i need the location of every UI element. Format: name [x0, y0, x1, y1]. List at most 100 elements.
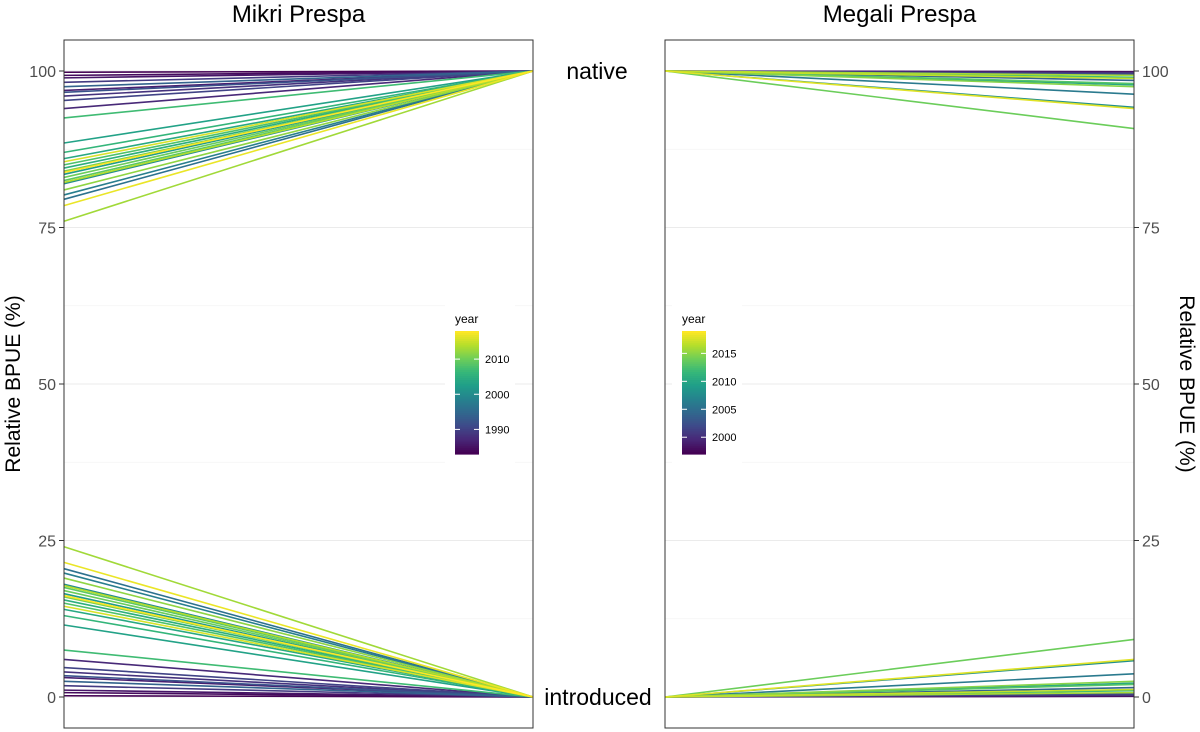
- left-introduced-line-2013: [63, 545, 534, 698]
- right-y-tick-label-0: 0: [1142, 690, 1151, 707]
- right-colorbar-segment: [682, 382, 706, 385]
- left-native-line-2007: [63, 70, 534, 119]
- right-colorbar-segment: [682, 343, 706, 346]
- left-colorbar-segment: [455, 400, 479, 404]
- left-introduced-line-1992: [63, 674, 534, 698]
- right-colorbar-segment: [682, 331, 706, 334]
- right-legend: year 2015 2010 2005 2000: [672, 305, 742, 464]
- left-colorbar-segment: [455, 357, 479, 361]
- right-colorbar-segment: [682, 443, 706, 447]
- right-colorbar-segment: [682, 365, 706, 369]
- left-native-line-1992: [63, 70, 534, 94]
- right-introduced-line-2015: [664, 680, 1135, 698]
- right-colorbar-segment: [682, 402, 706, 406]
- left-colorbar-segment: [455, 384, 479, 387]
- right-colorbar-segment: [682, 406, 706, 410]
- right-colorbar-segment: [682, 433, 706, 437]
- right-colorbar-segment: [682, 451, 706, 455]
- right-colorbar-segment: [682, 449, 706, 453]
- right-colorbar-segment: [682, 425, 706, 428]
- left-introduced-line-1990: [63, 666, 534, 698]
- left-introduced-line-1994: [63, 680, 534, 698]
- left-colorbar-segment: [455, 372, 479, 375]
- left-legend: year 2010 2000 1990: [445, 305, 515, 464]
- right-legend-tick-label-2015: 2015: [712, 348, 736, 360]
- left-legend-tick-label-1990: 1990: [485, 424, 509, 436]
- left-native-line-2017: [63, 70, 534, 207]
- left-colorbar-segment: [455, 408, 479, 412]
- right-colorbar-segment: [682, 398, 706, 402]
- right-legend-tick-label-2010: 2010: [712, 376, 736, 388]
- left-colorbar-segment: [455, 367, 479, 371]
- right-introduced-line-2018: [664, 658, 1135, 698]
- right-colorbar-segment: [682, 396, 706, 400]
- right-introduced-line-2017: [664, 688, 1135, 698]
- right-colorbar-segment: [682, 394, 706, 398]
- right-colorbar-segment: [682, 355, 706, 359]
- right-colorbar-segment: [682, 447, 706, 451]
- left-colorbar-segment: [455, 435, 479, 439]
- right-colorbar-segment: [682, 435, 706, 439]
- right-colorbar-segment: [682, 439, 706, 443]
- left-colorbar-segment: [455, 429, 479, 433]
- left-series-lines: [63, 70, 534, 698]
- left-y-tick-label-75: 75: [38, 221, 56, 238]
- right-introduced-line-2014: [664, 638, 1135, 698]
- left-colorbar-segment: [455, 423, 479, 426]
- right-colorbar-segment: [682, 441, 706, 445]
- right-colorbar-segment: [682, 349, 706, 353]
- left-colorbar-segment: [455, 374, 479, 377]
- right-panel-megali-prespa: Megali Prespa 0 25 50 75 100 Relative BPUE (…: [664, 1, 1198, 729]
- left-introduced-line-2003: [63, 624, 534, 698]
- right-colorbar-segment: [682, 341, 706, 344]
- left-colorbar-segment: [455, 369, 479, 373]
- right-legend-tick-label-2005: 2005: [712, 404, 736, 416]
- right-colorbar-segment: [682, 384, 706, 387]
- right-colorbar-segment: [682, 419, 706, 422]
- right-colorbar-segment: [682, 417, 706, 420]
- left-native-line-2012: [63, 70, 534, 191]
- left-introduced-line-2016: [63, 605, 534, 698]
- left-colorbar-segment: [455, 390, 479, 394]
- right-colorbar-segment: [682, 351, 706, 355]
- right-colorbar-segment: [682, 363, 706, 367]
- left-y-tick-label-25: 25: [38, 534, 56, 551]
- left-colorbar-segment: [455, 410, 479, 414]
- left-colorbar-segment: [455, 341, 479, 344]
- right-colorbar-segment: [682, 374, 706, 377]
- left-native-line-1998: [63, 70, 534, 196]
- right-colorbar-segment: [682, 413, 706, 416]
- right-introduced-line-2006: [664, 673, 1135, 698]
- right-colorbar-segment: [682, 445, 706, 449]
- left-introduced-line-2018: [63, 594, 534, 698]
- left-native-line-2003: [63, 70, 534, 144]
- right-colorbar-segment: [682, 408, 706, 412]
- right-colorbar-segment: [682, 357, 706, 361]
- right-y-tick-label-50: 50: [1142, 377, 1160, 394]
- left-colorbar-segment: [455, 433, 479, 437]
- right-y-axis-label: Relative BPUE (%): [1175, 295, 1198, 472]
- right-colorbar-segment: [682, 353, 706, 357]
- left-colorbar-segment: [455, 382, 479, 385]
- left-colorbar-segment: [455, 388, 479, 392]
- right-colorbar-segment: [682, 372, 706, 375]
- left-colorbar-segment: [455, 449, 479, 453]
- left-y-tick-label-50: 50: [38, 377, 56, 394]
- left-colorbar-segment: [455, 441, 479, 445]
- category-label-introduced: introduced: [544, 684, 651, 710]
- right-native-line-2015: [664, 70, 1135, 88]
- left-colorbar-segment: [455, 378, 479, 381]
- left-colorbar-segment: [455, 337, 479, 340]
- left-y-axis-ticks: 0 25 50 75 100: [29, 64, 64, 707]
- left-colorbar-segment: [455, 343, 479, 346]
- right-colorbar-segment: [682, 388, 706, 392]
- left-colorbar-segment: [455, 402, 479, 406]
- right-y-tick-label-25: 25: [1142, 534, 1160, 551]
- right-colorbar-segment: [682, 347, 706, 351]
- left-introduced-line-2012: [63, 577, 534, 698]
- left-legend-tick-label-2000: 2000: [485, 389, 509, 401]
- left-y-tick-label-0: 0: [47, 690, 56, 707]
- right-native-line-2006: [664, 70, 1135, 95]
- right-native-line-2017: [664, 70, 1135, 80]
- left-panel-title: Mikri Prespa: [232, 1, 366, 28]
